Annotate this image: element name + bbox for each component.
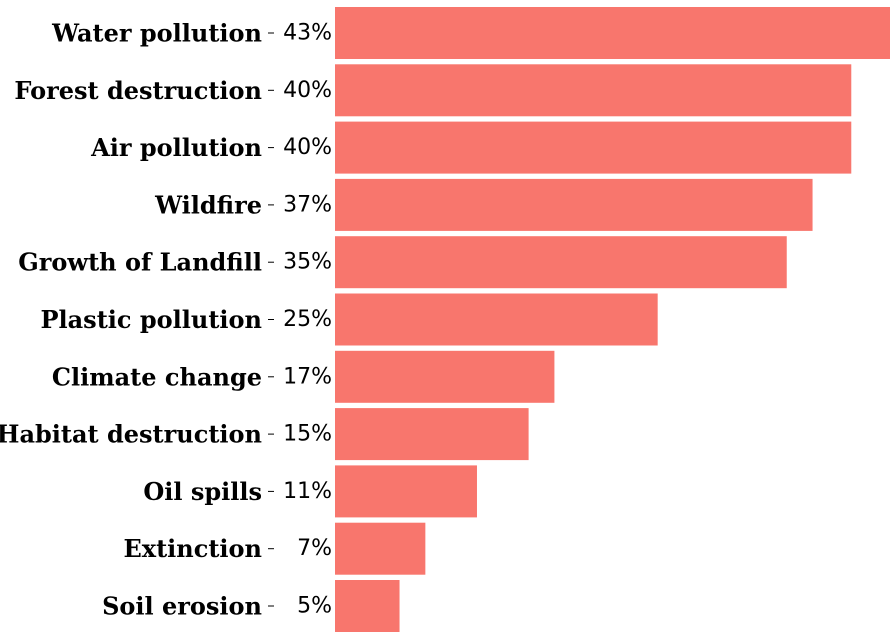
category-label: Air pollution — [90, 133, 262, 162]
category-label: Habitat destruction — [0, 420, 262, 449]
value-label: 15% — [283, 422, 332, 447]
value-label: 43% — [283, 21, 332, 46]
category-label: Plastic pollution — [40, 305, 262, 334]
category-label: Forest destruction — [14, 76, 262, 105]
bar-habitat-destruction — [335, 408, 529, 461]
category-label: Extinction — [123, 534, 262, 563]
value-label: 17% — [283, 364, 332, 389]
bar-forest-destruction — [335, 64, 852, 117]
category-label: Water pollution — [51, 19, 262, 48]
value-label: 7% — [297, 536, 332, 561]
bar-water-pollution — [335, 7, 890, 59]
value-label: 40% — [283, 135, 332, 160]
bar-growth-of-landfill — [335, 236, 787, 289]
bar-air-pollution — [335, 121, 852, 174]
bar-plastic-pollution — [335, 293, 658, 346]
category-label: Growth of Landfill — [18, 248, 262, 277]
category-label: Oil spills — [143, 477, 262, 506]
value-label: 11% — [283, 479, 332, 504]
labels-layer: Water pollution 43% Forest destruction 40% A… — [0, 19, 332, 621]
bar-extinction — [335, 522, 426, 575]
value-label: 25% — [283, 307, 332, 332]
category-label: Climate change — [52, 362, 262, 391]
bar-soil-erosion — [335, 580, 400, 632]
bar-climate-change — [335, 350, 555, 403]
value-label: 5% — [297, 594, 332, 619]
bar-wildfire — [335, 178, 813, 231]
value-label: 35% — [283, 250, 332, 275]
bar-oil-spills — [335, 465, 477, 518]
value-label: 37% — [283, 192, 332, 217]
value-label: 40% — [283, 78, 332, 103]
ticks-layer — [268, 32, 274, 607]
category-label: Wildfire — [154, 190, 262, 219]
category-label: Soil erosion — [102, 592, 262, 621]
bars-layer — [335, 7, 890, 632]
